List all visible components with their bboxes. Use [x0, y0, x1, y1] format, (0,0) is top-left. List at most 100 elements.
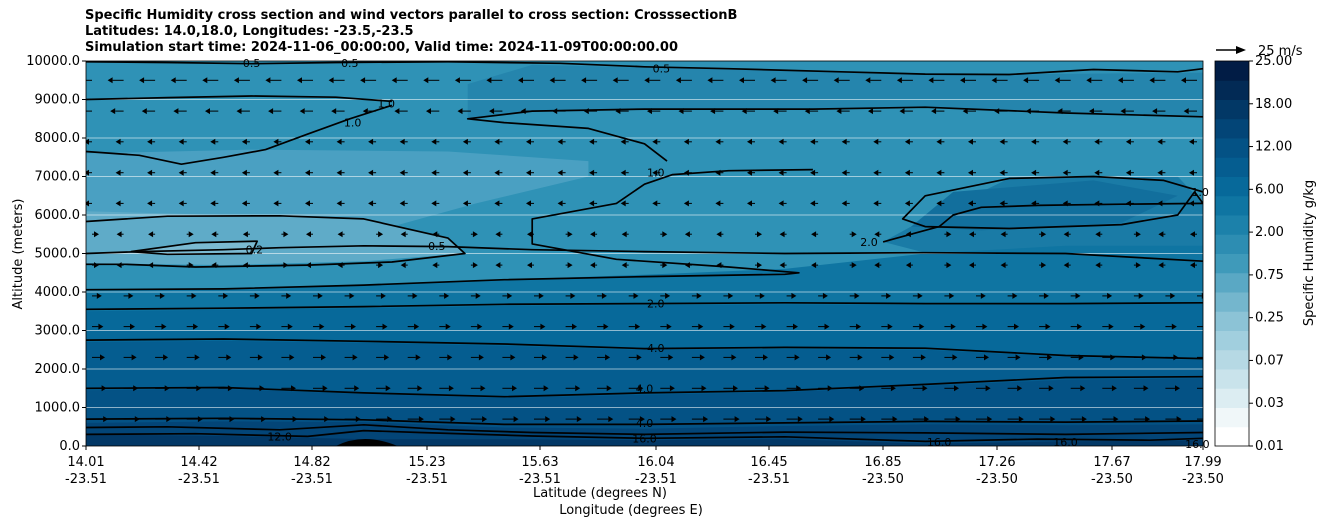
wind-vector-head [205, 108, 210, 115]
colorbar-swatch [1215, 330, 1249, 351]
wind-vector-head [1012, 292, 1018, 299]
wind-vector-head [1113, 416, 1119, 423]
wind-vector-head [76, 77, 81, 83]
contour-12.0 [86, 423, 1203, 436]
wind-vector-head [241, 200, 247, 207]
wind-vector-head [811, 231, 817, 238]
wind-vector-head [1158, 231, 1164, 238]
contour-label: 4.0 [636, 382, 654, 395]
wind-vector-head [968, 169, 973, 176]
colorbar-tick-label: 0.01 [1255, 439, 1284, 454]
wind-vector-head [874, 262, 880, 269]
wind-vector-head [299, 108, 305, 115]
wind-vector-head [1135, 231, 1141, 238]
wind-vector-head [173, 108, 179, 115]
title-line-3: Simulation start time: 2024-11-06_00:00:… [85, 40, 678, 55]
wind-vector-head [538, 292, 544, 299]
wind-vector-head [1014, 323, 1019, 330]
contour-label: 0.5 [243, 57, 261, 70]
wind-vector-head [1031, 169, 1037, 176]
wind-vector-head [946, 231, 952, 238]
wind-vector-head [620, 200, 626, 207]
wind-vector-head [1145, 416, 1151, 423]
wind-vector-head [1050, 416, 1056, 423]
wind-vector-head [326, 447, 331, 453]
band-upper-moist [467, 64, 1203, 119]
wind-vector-head [905, 231, 911, 238]
wind-vector-head [549, 77, 555, 84]
wind-vector-head [1095, 262, 1101, 269]
wind-vector-head [860, 416, 866, 423]
wind-vector-head [1125, 169, 1131, 176]
wind-vector-head [116, 262, 122, 269]
wind-vector-head [477, 323, 483, 330]
wind-vector-head [289, 354, 295, 361]
wind-vector-head [583, 108, 589, 115]
y-tick-label: 10000.0 [26, 54, 80, 69]
wind-vector-head [1020, 447, 1025, 453]
wind-vector-head [999, 169, 1005, 176]
wind-vector-head [224, 323, 230, 330]
wind-vector-head [115, 169, 121, 176]
wind-vector-head [794, 354, 800, 361]
wind-vector-head [362, 108, 368, 115]
wind-vector-head [570, 292, 576, 299]
wind-vector-head [734, 416, 740, 423]
wind-vector-head [836, 108, 842, 115]
wind-vector-head [1081, 416, 1087, 423]
wind-vector-head [589, 200, 595, 207]
wind-vector-head [989, 447, 994, 453]
wind-vector-head [319, 323, 325, 330]
x-tick-label-lat: 15.23 [408, 455, 445, 470]
y-tick-label: 7000.0 [35, 170, 81, 185]
wind-vector-head [495, 262, 501, 269]
wind-vector-head [241, 138, 247, 145]
wind-vector-head [1117, 77, 1123, 84]
x-tick-label-lon: -23.51 [291, 472, 333, 487]
wind-vector-head [508, 323, 514, 330]
wind-vector-head [741, 108, 747, 115]
wind-vector-head [414, 323, 420, 330]
wind-vector-head [294, 447, 299, 453]
wind-vector-head [759, 292, 765, 299]
x-tick-label-lat: 16.85 [864, 455, 901, 470]
wind-vector-head [1111, 385, 1117, 392]
wind-vector-head [1181, 77, 1186, 84]
wind-vector-head [851, 231, 857, 238]
wind-vector-head [810, 169, 816, 176]
colorbar-tick-label: 2.00 [1255, 225, 1284, 240]
wind-vector-head [731, 354, 737, 361]
wind-vector-head [257, 354, 263, 361]
wind-vector-head [1047, 354, 1053, 361]
chart-title: Specific Humidity cross section and wind… [85, 8, 737, 56]
wind-vector-head [115, 200, 121, 207]
wind-vector-head [513, 416, 519, 423]
wind-vector-head [1063, 231, 1069, 238]
wind-vector-head [336, 138, 342, 145]
x-tick-label-lat: 17.99 [1184, 455, 1221, 470]
wind-vector-head [987, 416, 993, 423]
contour-label: 0.5 [653, 63, 671, 76]
wind-vector-head [928, 77, 934, 84]
wind-vector-head [196, 385, 202, 392]
wind-vector-head [100, 354, 105, 361]
wind-vector-head [454, 77, 460, 84]
x-tick-label-lon: -23.51 [65, 472, 107, 487]
wind-vector-head [515, 447, 520, 453]
wind-vector-head [147, 138, 153, 145]
wind-vector-head [567, 231, 573, 238]
wind-vector-head [793, 323, 798, 330]
wind-vector-head [283, 231, 289, 238]
wind-vector-head [273, 138, 279, 145]
wind-vector-head [328, 77, 334, 84]
wind-vector-head [389, 447, 394, 453]
contour-label: 0.5 [341, 57, 359, 70]
wind-vector-head [331, 108, 337, 115]
wind-vector-head [526, 169, 531, 176]
wind-vector-head [1190, 231, 1195, 238]
wind-vector-head [1170, 292, 1176, 299]
wind-vector-head [94, 231, 99, 238]
wind-vector-head [354, 385, 360, 392]
wind-vector-head [968, 138, 973, 145]
wind-vector-head [130, 323, 135, 330]
